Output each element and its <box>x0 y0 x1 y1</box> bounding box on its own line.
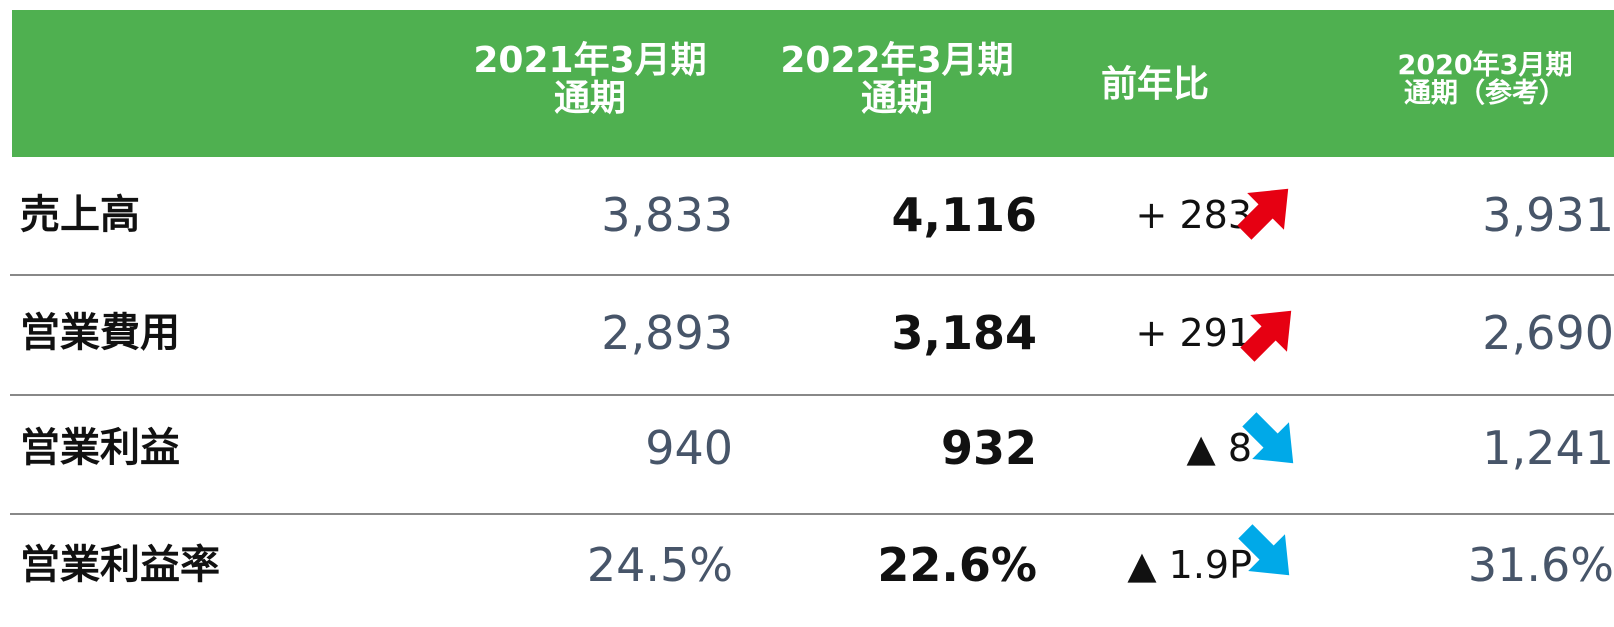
row-label: 営業費用 <box>20 310 180 356</box>
value-2022: 932 <box>940 421 1037 475</box>
value-2020: 2,690 <box>1482 306 1614 360</box>
header-text: 通期（参考） <box>1404 78 1566 110</box>
header-text: 2022年3月期 <box>780 40 1014 81</box>
header-text: 前年比 <box>1100 64 1209 105</box>
header-cell: 2021年3月期 通期 <box>455 42 725 118</box>
value-change: ▲ 8 <box>1186 426 1252 470</box>
row-separator <box>10 274 1614 276</box>
up-arrow <box>1237 188 1289 240</box>
header-cell: 2022年3月期 通期 <box>762 42 1032 118</box>
value-change: + 283 <box>1135 193 1252 237</box>
value-2022: 22.6% <box>877 538 1037 592</box>
header-cell: 前年比 <box>1060 66 1250 104</box>
row-label: 売上高 <box>20 192 140 238</box>
row-separator <box>10 394 1614 396</box>
header-text: 2020年3月期 <box>1397 50 1573 81</box>
value-change: ▲ 1.9P <box>1127 543 1252 587</box>
up-arrow <box>1240 310 1292 362</box>
header-text: 2021年3月期 <box>473 40 707 81</box>
header-cell: 2020年3月期 通期（参考） <box>1370 50 1600 110</box>
row-label: 営業利益 <box>20 425 180 471</box>
value-2020: 31.6% <box>1467 538 1614 592</box>
value-2020: 1,241 <box>1482 421 1614 475</box>
header-band <box>12 10 1614 157</box>
value-2021: 3,833 <box>601 188 733 242</box>
header-text: 通期 <box>860 77 933 119</box>
value-2022: 4,116 <box>891 188 1037 242</box>
down-arrow <box>1242 412 1294 464</box>
row-label: 営業利益率 <box>20 542 220 588</box>
down-arrow <box>1238 524 1290 576</box>
header-text: 通期 <box>553 77 626 119</box>
row-separator <box>10 513 1614 515</box>
value-2021: 24.5% <box>586 538 733 592</box>
value-2021: 940 <box>645 421 733 475</box>
value-2020: 3,931 <box>1482 188 1614 242</box>
value-change: + 291 <box>1135 311 1252 355</box>
value-2021: 2,893 <box>601 306 733 360</box>
value-2022: 3,184 <box>891 306 1037 360</box>
